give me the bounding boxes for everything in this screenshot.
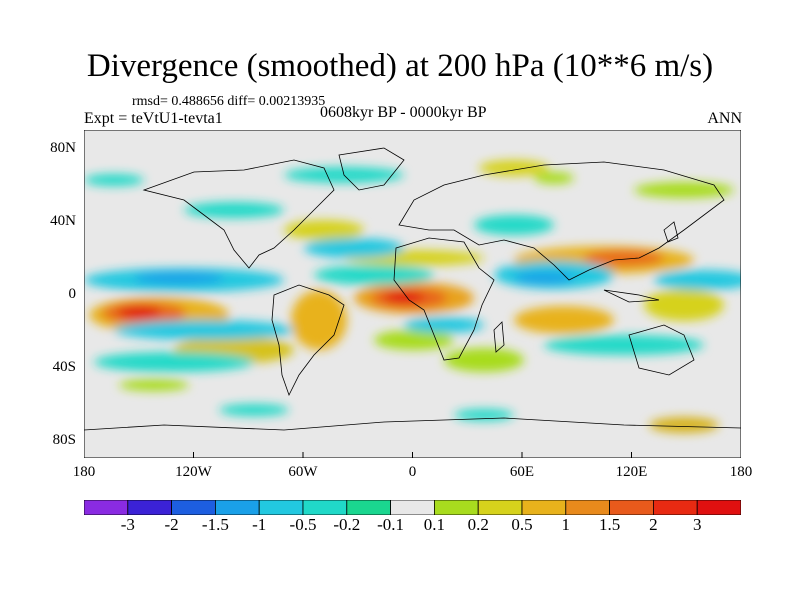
neg-anomaly [544,335,704,355]
africa-coast [393,237,495,361]
neg-anomaly [184,202,284,218]
colorbar-label: -1.5 [201,515,229,534]
neg-anomaly [314,265,434,285]
colorbar-swatch [302,500,348,515]
neg-anomaly [114,320,294,340]
colorbar-label: 3 [692,515,702,534]
neg-anomaly [304,238,404,258]
colorbar-label: -0.1 [377,515,405,534]
pos-anomaly [514,306,614,334]
colorbar-label: -0.5 [289,515,317,534]
north-america-coast [142,159,335,269]
lat-label: 40S [52,359,76,375]
neg-anomaly [219,404,289,416]
neg-anomaly [94,352,254,372]
lon-label: 180 [72,464,96,480]
colorbar-label: 0.2 [467,515,489,534]
divergence-map [84,130,741,458]
colorbar-swatch [521,500,567,515]
colorbar-swatch [433,500,479,515]
lat-label: 0 [68,286,77,302]
lon-label: 120E [615,464,648,480]
lat-label: 80S [52,432,76,448]
lon-label: 0 [408,464,417,480]
lat-label: 40N [50,213,76,229]
lon-label: 60E [509,464,535,480]
neg-anomaly [84,174,144,186]
plot-title: Divergence (smoothed) at 200 hPa (10**6 … [86,48,714,84]
colorbar-label: -1 [252,515,267,534]
pos-anomaly [374,330,454,350]
colorbar-swatch [171,500,216,515]
pos-anomaly [649,417,719,433]
pos-anomaly [444,348,524,372]
pos-anomaly [634,182,734,198]
lat-label: 80N [50,140,76,156]
madagascar-coast [493,321,505,353]
colorbar-swatch [84,500,129,515]
colorbar-label: -0.2 [333,515,361,534]
stats-text: rmsd= 0.488656 diff= 0.00213935 [132,94,326,109]
pos-anomaly [291,290,347,350]
coastlines [84,147,741,431]
colorbar-swatch [390,500,435,515]
australia-coast [628,324,695,376]
neg-anomaly [474,215,554,235]
colorbar-label: 1 [561,515,571,534]
colorbar-swatch [653,500,698,515]
experiment-label: Expt = teVtU1-tevta1 [84,110,223,127]
japan-coast [663,221,679,243]
indonesia-coast [603,289,660,303]
colorbar-label: 0.5 [511,515,533,534]
anomaly-fields [84,160,741,433]
pos-anomaly [584,250,664,266]
colorbar-swatch [477,500,523,515]
colorbar-swatch [214,500,260,515]
neg-anomaly [404,317,484,333]
pos-anomaly [284,220,364,240]
neg-anomaly [514,272,574,284]
colorbar-label: -3 [120,515,135,534]
colorbar-swatch [258,500,304,515]
pos-anomaly [119,379,189,391]
colorbar-swatch [696,500,741,515]
neg-anomaly [134,272,224,284]
colorbar-label: 0.1 [423,515,446,534]
colorbar-swatch [346,500,391,515]
eurasia-coast [398,161,725,281]
lon-label: 60W [288,464,318,480]
tick-marks [193,452,632,458]
period-label: 0608kyr BP - 0000kyr BP [320,104,487,121]
greenland-coast [338,147,405,191]
colorbar-swatch [127,500,172,515]
pos-anomaly [479,160,549,176]
neg-anomaly [654,270,741,290]
lon-label: 120W [175,464,212,480]
colorbar-label: 2 [649,515,658,534]
antarctica-coast [84,417,741,431]
south-america-coast [271,284,345,397]
pos-anomaly [644,289,724,321]
pos-anomaly [117,306,161,318]
colorbar-label: 1.5 [598,515,621,534]
season-label: ANN [707,110,742,127]
colorbar-swatch [609,500,654,515]
pos-anomaly [384,291,424,303]
colorbar-swatch [565,500,610,515]
pos-anomaly [534,172,574,184]
lon-label: 180 [729,464,753,480]
colorbar-label: -2 [164,515,179,534]
colorbar [84,500,741,515]
